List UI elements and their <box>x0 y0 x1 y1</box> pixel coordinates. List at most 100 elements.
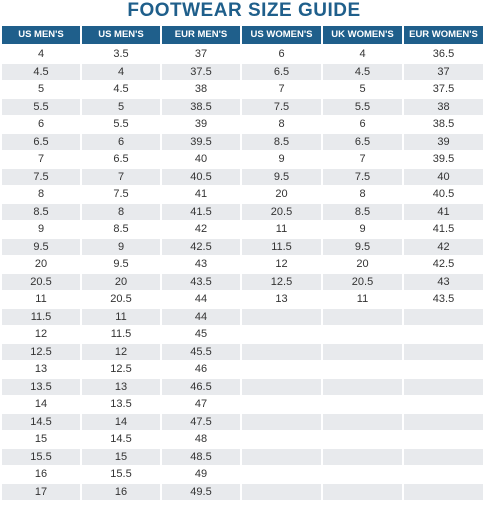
size-cell: 5 <box>323 81 402 98</box>
size-cell: 43.5 <box>162 273 240 290</box>
size-cell: 47 <box>162 396 240 413</box>
size-cell: 14 <box>2 396 80 413</box>
size-cell: 11 <box>82 308 160 325</box>
size-cell: 9.5 <box>2 238 80 255</box>
size-cell: 45 <box>162 326 240 343</box>
size-cell: 41 <box>162 186 240 203</box>
size-cell: 17 <box>2 483 80 500</box>
size-cell: 5 <box>2 81 80 98</box>
size-column: EUR WOMEN'S 36.5 37 37.5 38 38.5 39 39.5 40 40.5 4… <box>404 26 483 519</box>
size-cell <box>404 448 483 465</box>
size-cell <box>242 378 321 395</box>
size-cell: 16 <box>82 483 160 500</box>
size-cell <box>242 308 321 325</box>
size-cell: 11 <box>2 291 80 308</box>
size-cell: 6.5 <box>82 151 160 168</box>
size-cell: 5 <box>82 98 160 115</box>
size-cell: 37.5 <box>404 81 483 98</box>
column-header: EUR MEN'S <box>162 26 240 44</box>
size-cell <box>404 483 483 500</box>
size-cell: 13.5 <box>82 396 160 413</box>
size-cell: 38 <box>162 81 240 98</box>
size-cell: 49.5 <box>162 483 240 500</box>
size-cell: 9 <box>323 221 402 238</box>
size-cell: 44 <box>162 291 240 308</box>
size-cell: 16 <box>2 466 80 483</box>
size-cell: 20 <box>242 186 321 203</box>
size-cell: 20.5 <box>323 273 402 290</box>
size-cell: 8 <box>242 116 321 133</box>
column-header: EUR WOMEN'S <box>404 26 483 44</box>
size-cell <box>2 501 80 518</box>
size-cell <box>404 431 483 448</box>
size-cell <box>242 361 321 378</box>
size-column: US MEN'S 3.5 4 4.5 5 5.5 6 6.5 7 7.5 8 8.5 9 9.5 20 20.… <box>82 26 160 519</box>
size-cell <box>242 448 321 465</box>
size-cell <box>242 343 321 360</box>
size-cell: 41.5 <box>162 203 240 220</box>
size-cell: 11.5 <box>2 308 80 325</box>
size-cell <box>242 466 321 483</box>
size-cell <box>82 501 160 518</box>
size-cell <box>323 326 402 343</box>
size-cell: 38 <box>404 98 483 115</box>
size-cell: 11 <box>242 221 321 238</box>
size-cell: 6.5 <box>323 133 402 150</box>
size-cell: 11.5 <box>242 238 321 255</box>
size-cell <box>323 396 402 413</box>
size-cell: 37.5 <box>162 63 240 80</box>
size-cell: 8.5 <box>2 203 80 220</box>
size-cell: 4.5 <box>2 63 80 80</box>
size-cell: 42 <box>162 221 240 238</box>
size-cell: 7 <box>82 168 160 185</box>
size-cell: 5.5 <box>2 98 80 115</box>
size-cell: 7.5 <box>2 168 80 185</box>
size-cell: 42.5 <box>162 238 240 255</box>
size-cell: 46 <box>162 361 240 378</box>
size-cell <box>323 448 402 465</box>
size-cell: 8 <box>2 186 80 203</box>
size-cell: 20 <box>2 256 80 273</box>
size-cell <box>162 501 240 518</box>
size-cell: 39 <box>162 116 240 133</box>
size-cell: 5.5 <box>323 98 402 115</box>
size-cell: 45.5 <box>162 343 240 360</box>
size-cell: 7 <box>2 151 80 168</box>
size-cell: 4 <box>323 46 402 63</box>
size-cell: 9 <box>82 238 160 255</box>
size-cell: 15 <box>82 448 160 465</box>
size-cell: 15 <box>2 431 80 448</box>
size-cell <box>242 413 321 430</box>
size-cell: 8.5 <box>82 221 160 238</box>
size-cell: 5.5 <box>82 116 160 133</box>
size-cell: 48 <box>162 431 240 448</box>
size-cell: 14.5 <box>82 431 160 448</box>
size-cell <box>404 378 483 395</box>
size-cell: 14 <box>82 413 160 430</box>
size-cell: 20.5 <box>2 273 80 290</box>
column-header: UK WOMEN'S <box>323 26 402 44</box>
size-cell: 6.5 <box>2 133 80 150</box>
size-cell: 36.5 <box>404 46 483 63</box>
size-cell <box>404 396 483 413</box>
size-cell <box>404 343 483 360</box>
size-cell: 13 <box>82 378 160 395</box>
size-cell: 43.5 <box>404 291 483 308</box>
size-cell: 49 <box>162 466 240 483</box>
size-column: US WOMEN'S 6 6.5 7 7.5 8 8.5 9 9.5 20 20.5 11 11.5 12… <box>242 26 321 519</box>
size-cell <box>242 501 321 518</box>
size-cell: 13 <box>242 291 321 308</box>
size-cell: 38.5 <box>162 98 240 115</box>
size-cell: 8.5 <box>323 203 402 220</box>
size-cell <box>323 413 402 430</box>
size-cell: 8 <box>323 186 402 203</box>
size-cell <box>242 431 321 448</box>
size-cell: 4.5 <box>82 81 160 98</box>
column-header: US MEN'S <box>2 26 80 44</box>
size-cell <box>404 413 483 430</box>
size-cell: 15.5 <box>2 448 80 465</box>
size-cell <box>323 343 402 360</box>
size-column: US MEN'S 4 4.5 5 5.5 6 6.5 7 7.5 8 8.5 9 9.5 20 20.5 11… <box>2 26 80 519</box>
size-cell: 7 <box>323 151 402 168</box>
size-cell <box>323 501 402 518</box>
